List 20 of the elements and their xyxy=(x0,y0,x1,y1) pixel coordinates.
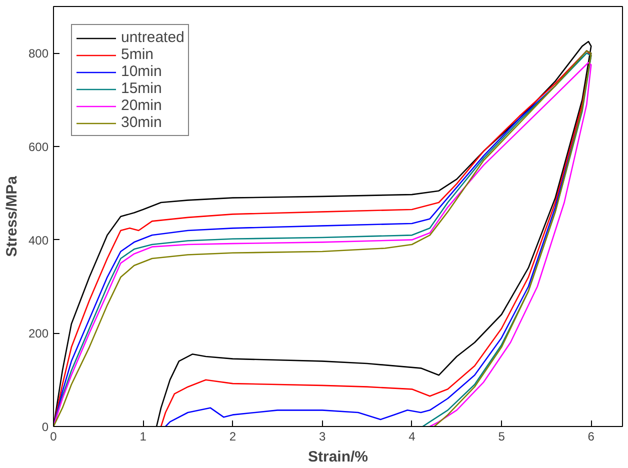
y-tick-label: 600 xyxy=(28,140,49,154)
legend-label: 15min xyxy=(121,80,162,97)
legend-label: 10min xyxy=(121,63,162,80)
x-tick-label: 6 xyxy=(588,430,595,444)
y-axis-title: Stress/MPa xyxy=(3,175,20,257)
y-tick-label: 200 xyxy=(28,326,49,341)
x-tick-label: 2 xyxy=(229,430,236,444)
legend-label: 20min xyxy=(121,97,162,114)
legend-label: 5min xyxy=(121,46,154,63)
legend-label: 30min xyxy=(121,114,162,131)
y-tick-label: 400 xyxy=(28,233,49,248)
legend-label: untreated xyxy=(121,29,184,46)
x-tick-label: 4 xyxy=(408,430,416,444)
y-tick-label: 0 xyxy=(42,420,49,434)
x-tick-label: 5 xyxy=(498,430,506,444)
y-tick-label: 800 xyxy=(28,46,49,61)
x-tick-label: 0 xyxy=(50,430,58,444)
x-tick-label: 3 xyxy=(318,430,326,444)
x-axis-title: Strain/% xyxy=(308,448,368,466)
x-tick-label: 1 xyxy=(140,430,147,444)
